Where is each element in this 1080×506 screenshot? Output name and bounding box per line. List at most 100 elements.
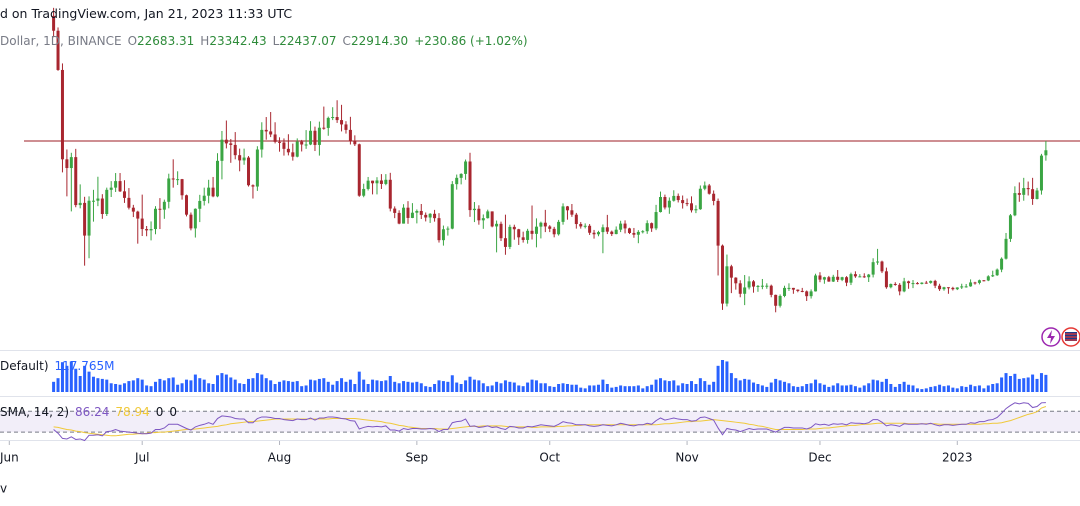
candle-body (534, 226, 538, 234)
candle-body (153, 208, 157, 230)
volume-bar (499, 383, 503, 392)
candle-body (131, 207, 135, 212)
ohlc-item: L22437.07 (273, 34, 337, 48)
volume-bar (224, 374, 228, 392)
candle-body (734, 277, 738, 284)
volume-bar (902, 381, 906, 392)
volume-bar (122, 383, 126, 392)
candle-body (481, 218, 485, 221)
volume-bar (667, 381, 671, 392)
candle-body (357, 144, 361, 196)
candle-body (379, 180, 383, 184)
candle-body (220, 139, 224, 161)
volume-bar (995, 383, 999, 392)
candle-body (791, 287, 795, 290)
volume-bar (176, 384, 180, 392)
volume-bar (760, 385, 764, 392)
volume-bar (765, 386, 769, 392)
volume-bar (610, 387, 614, 392)
volume-bar (858, 387, 862, 392)
volume-bar (410, 382, 414, 392)
volume-bar (393, 381, 397, 392)
volume-bar (171, 377, 175, 392)
volume-bar (1044, 374, 1048, 392)
volume-bar (379, 381, 383, 392)
candle-body (1031, 189, 1035, 199)
volume-bar (153, 381, 157, 392)
volume-bar (933, 386, 937, 392)
candle-body (698, 188, 702, 210)
volume-bar (703, 381, 707, 392)
candle-body (658, 197, 662, 213)
volume-bar (663, 380, 667, 392)
candle-body (552, 228, 556, 235)
volume-bar (375, 380, 379, 392)
volume-bar (752, 382, 756, 392)
volume-bar (822, 384, 826, 392)
candle-body (663, 197, 667, 208)
volume-bar (87, 371, 91, 392)
candle-body (543, 222, 547, 227)
candle-body (278, 141, 282, 143)
candle-body (694, 209, 698, 211)
volume-bar (911, 385, 915, 392)
volume-bar (251, 378, 255, 392)
candle-body (184, 195, 188, 215)
candle-body (437, 218, 441, 241)
candle-body (100, 198, 104, 215)
volume-bar (127, 381, 131, 392)
volume-bar (184, 379, 188, 392)
candle-body (827, 277, 831, 282)
candle-body (207, 187, 211, 196)
candle-body (1017, 193, 1021, 195)
candle-body (667, 200, 671, 208)
candle-body (300, 141, 304, 145)
candle-body (619, 223, 623, 230)
volume-bar (849, 384, 853, 392)
volume-bar (468, 376, 472, 392)
volume-bar (384, 380, 388, 392)
volume-bar (406, 381, 410, 392)
volume-bar (486, 386, 490, 392)
candle-body (406, 207, 410, 218)
candle-body (557, 221, 561, 235)
volume-bar (273, 384, 277, 392)
candle-body (512, 226, 516, 230)
volume-bar (1000, 377, 1004, 392)
candle-body (340, 120, 344, 125)
volume-bar (783, 381, 787, 392)
candle-body (233, 144, 237, 156)
candle-body (561, 206, 565, 222)
candle-body (570, 210, 574, 215)
volume-bar (220, 373, 224, 392)
volume-bar (907, 384, 911, 392)
volume-bar (1039, 373, 1043, 392)
volume-bar (242, 384, 246, 392)
candle-body (1013, 193, 1017, 216)
candle-body (176, 179, 180, 181)
candle-body (366, 180, 370, 189)
candle-body (889, 283, 893, 288)
volume-bar (986, 385, 990, 392)
candle-body (69, 157, 73, 169)
candle-body (388, 179, 392, 209)
volume-bar (570, 384, 574, 392)
volume-bar (331, 384, 335, 392)
candle-body (822, 277, 826, 280)
candle-body (858, 276, 862, 278)
volume-bar (876, 380, 880, 392)
candle-body (242, 157, 246, 161)
candle-body (521, 237, 525, 240)
volume-bar (1017, 378, 1021, 392)
candle-body (636, 231, 640, 235)
candle-body (805, 291, 809, 297)
volume-bar (557, 384, 561, 392)
volume-bar (503, 380, 507, 392)
candle-body (747, 281, 751, 288)
candle-body (158, 208, 162, 210)
candle-body (202, 195, 206, 201)
candle-body (428, 213, 432, 218)
volume-bar (238, 383, 242, 392)
candle-body (517, 229, 521, 238)
candle-body (114, 181, 118, 188)
